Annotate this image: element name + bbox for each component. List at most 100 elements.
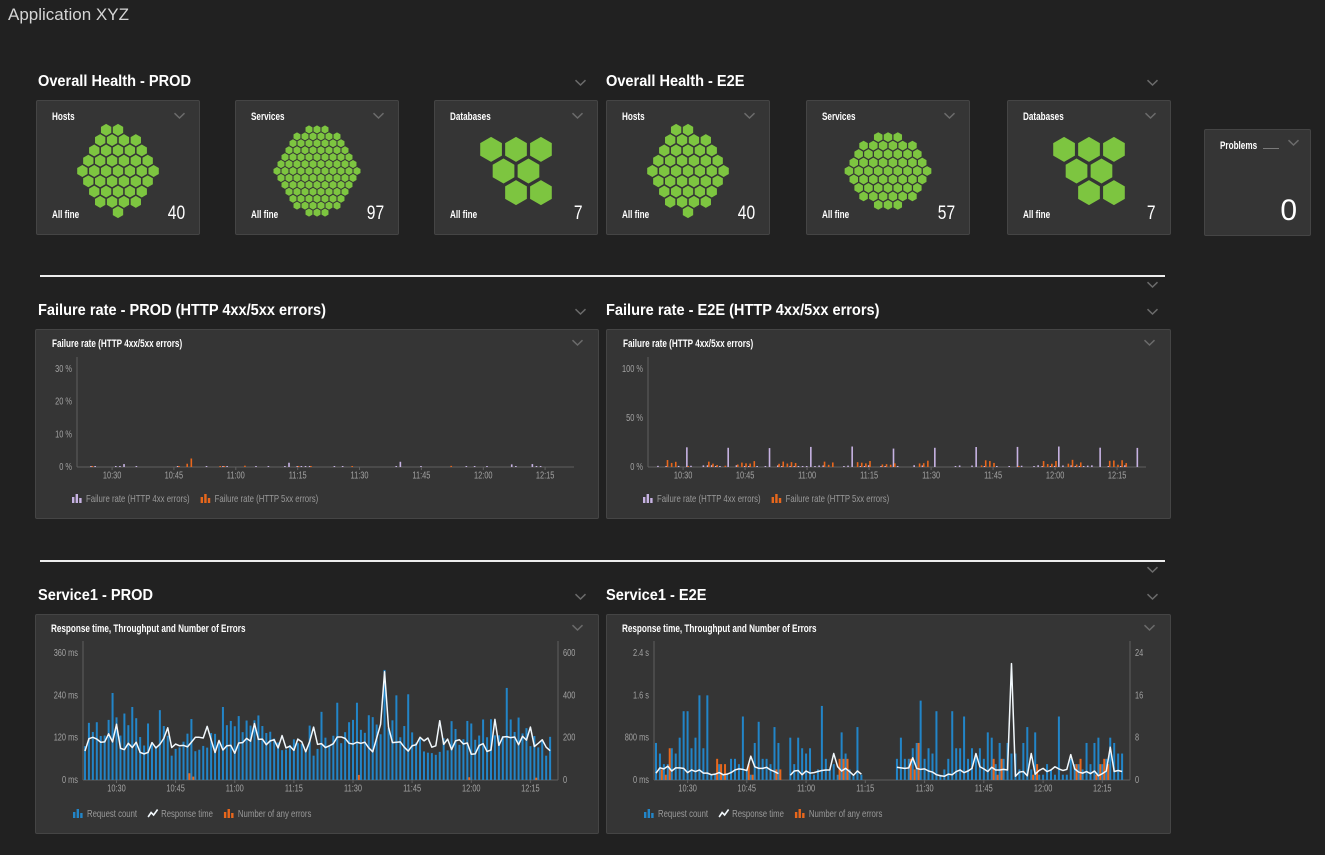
svg-text:Response time: Response time: [161, 808, 213, 820]
honeycomb-services-e2e: [807, 101, 969, 234]
svg-text:Failure rate (HTTP 4xx errors): Failure rate (HTTP 4xx errors): [657, 493, 761, 505]
chevron-down-icon[interactable]: [1143, 339, 1156, 347]
chevron-down-icon[interactable]: [1144, 112, 1157, 120]
chart-failure-e2e: 0 % 50 % 100 % 10:30 10:45 11:00 11:15 11:30 11:…: [607, 330, 1170, 518]
tile-label: Hosts: [622, 111, 645, 123]
chart-tile-failure-e2e[interactable]: 0 % 50 % 100 % 10:30 10:45 11:00 11:15 11:30 11:…: [606, 329, 1171, 519]
svg-text:240 ms: 240 ms: [54, 690, 78, 701]
honeycomb-hosts-e2e: [607, 101, 769, 234]
tile-count: 7: [1147, 203, 1156, 224]
chevron-down-icon[interactable]: [1146, 281, 1159, 289]
svg-text:1.6 s: 1.6 s: [633, 690, 649, 701]
svg-text:11:00: 11:00: [797, 784, 815, 795]
svg-text:10:45: 10:45: [165, 471, 184, 482]
chevron-down-icon[interactable]: [574, 79, 587, 87]
svg-text:0 %: 0 %: [630, 462, 643, 473]
tile-label: Problems: [1220, 140, 1258, 152]
svg-text:Number of any errors: Number of any errors: [238, 808, 311, 820]
svg-text:Request count: Request count: [87, 808, 137, 820]
chevron-down-icon[interactable]: [1146, 308, 1159, 316]
chevron-down-icon[interactable]: [574, 308, 587, 316]
svg-text:0 %: 0 %: [59, 462, 72, 473]
chart-title: Response time, Throughput and Number of …: [51, 623, 246, 635]
chevron-down-icon[interactable]: [571, 624, 584, 632]
svg-text:16: 16: [1135, 690, 1144, 701]
chevron-down-icon[interactable]: [372, 112, 385, 120]
tile-count: 7: [574, 203, 583, 224]
svg-text:11:45: 11:45: [984, 471, 1002, 482]
tile-label: Hosts: [52, 111, 75, 123]
problems-tile[interactable]: Problems 0: [1204, 129, 1311, 236]
chevron-down-icon[interactable]: [943, 112, 956, 120]
tile-count: 40: [737, 203, 755, 224]
honeycomb-hosts-prod: [37, 101, 199, 234]
svg-text:100 %: 100 %: [622, 364, 643, 375]
chart-tile-service-prod[interactable]: 0 ms 120 ms 240 ms 360 ms 0 200 400 600 10:30 10:…: [35, 614, 599, 834]
svg-text:200: 200: [563, 733, 576, 744]
tile-label: Services: [822, 111, 856, 123]
svg-text:11:45: 11:45: [975, 784, 993, 795]
chevron-down-icon[interactable]: [1146, 593, 1159, 601]
honeycomb-databases-prod: [435, 101, 597, 234]
chart-title: Failure rate (HTTP 4xx/5xx errors): [52, 338, 183, 350]
svg-text:Request count: Request count: [658, 808, 708, 820]
chart-service-prod: 0 ms 120 ms 240 ms 360 ms 0 200 400 600 10:30 10:…: [36, 615, 598, 833]
svg-text:360 ms: 360 ms: [54, 648, 78, 659]
section-title-overall-health-prod: Overall Health - PROD: [38, 73, 192, 90]
chevron-down-icon[interactable]: [574, 593, 587, 601]
svg-text:12:15: 12:15: [1093, 784, 1112, 795]
svg-text:12:00: 12:00: [474, 471, 493, 482]
svg-text:0: 0: [1135, 775, 1139, 786]
svg-text:Failure rate (HTTP 5xx errors): Failure rate (HTTP 5xx errors): [215, 493, 319, 505]
tile-status: All fine: [251, 209, 279, 221]
section-title-failure-e2e: Failure rate - E2E (HTTP 4xx/5xx errors): [606, 302, 880, 319]
svg-text:12:15: 12:15: [521, 784, 540, 795]
svg-text:Response time: Response time: [732, 808, 784, 820]
svg-text:50 %: 50 %: [626, 413, 643, 424]
chevron-down-icon[interactable]: [1287, 139, 1300, 147]
chevron-down-icon[interactable]: [743, 112, 756, 120]
health-tile-hosts-prod[interactable]: Hosts All fine 40: [36, 100, 200, 235]
svg-text:12:15: 12:15: [1108, 471, 1127, 482]
problems-count: 0: [1280, 194, 1297, 227]
svg-text:10 %: 10 %: [55, 429, 72, 440]
svg-text:10:30: 10:30: [107, 784, 126, 795]
tile-status: All fine: [622, 209, 650, 221]
svg-text:11:30: 11:30: [351, 471, 369, 482]
svg-text:0 ms: 0 ms: [633, 775, 649, 786]
tile-label: Databases: [450, 111, 491, 123]
svg-text:24: 24: [1135, 648, 1144, 659]
health-tile-databases-e2e[interactable]: Databases All fine 7: [1007, 100, 1171, 235]
svg-text:10:45: 10:45: [166, 784, 185, 795]
tile-count: 57: [937, 203, 955, 224]
chart-title: Failure rate (HTTP 4xx/5xx errors): [623, 338, 754, 350]
health-tile-services-e2e[interactable]: Services All fine 57: [806, 100, 970, 235]
tile-status: All fine: [450, 209, 478, 221]
svg-text:10:45: 10:45: [736, 471, 755, 482]
svg-text:11:45: 11:45: [412, 471, 430, 482]
chevron-down-icon[interactable]: [173, 112, 186, 120]
tile-count: 97: [366, 203, 384, 224]
svg-text:600: 600: [563, 648, 576, 659]
chevron-down-icon[interactable]: [571, 112, 584, 120]
chart-tile-failure-prod[interactable]: 0 % 10 % 20 % 30 % 10:30 10:45 11:00 11:15 11:30…: [35, 329, 599, 519]
health-tile-services-prod[interactable]: Services All fine 97: [235, 100, 399, 235]
health-tile-hosts-e2e[interactable]: Hosts All fine 40: [606, 100, 770, 235]
svg-text:11:00: 11:00: [226, 784, 244, 795]
chart-tile-service-e2e[interactable]: 0 ms 800 ms 1.6 s 2.4 s 0 8 16 24 10:30 10:45 11:0…: [606, 614, 1171, 834]
health-tile-databases-prod[interactable]: Databases All fine 7: [434, 100, 598, 235]
honeycomb-databases-e2e: [1008, 101, 1170, 234]
section-title-overall-health-e2e: Overall Health - E2E: [606, 73, 745, 90]
svg-text:Number of any errors: Number of any errors: [809, 808, 882, 820]
chevron-down-icon[interactable]: [1146, 566, 1159, 574]
chevron-down-icon[interactable]: [1143, 624, 1156, 632]
chart-title: Response time, Throughput and Number of …: [622, 623, 817, 635]
tile-label: Services: [251, 111, 285, 123]
svg-text:Failure rate (HTTP 5xx errors): Failure rate (HTTP 5xx errors): [786, 493, 890, 505]
chevron-down-icon[interactable]: [571, 339, 584, 347]
svg-text:10:30: 10:30: [103, 471, 122, 482]
divider-line: [40, 560, 1165, 562]
chart-service-e2e: 0 ms 800 ms 1.6 s 2.4 s 0 8 16 24 10:30 10:45 11:0…: [607, 615, 1170, 833]
chevron-down-icon[interactable]: [1146, 79, 1159, 87]
